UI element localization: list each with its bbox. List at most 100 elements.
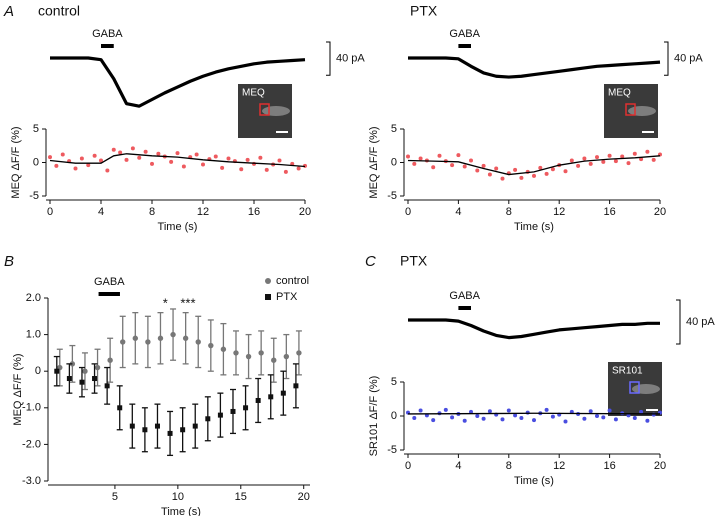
data-point <box>412 416 417 421</box>
data-point <box>105 168 110 173</box>
y-tick-label: 0 <box>35 365 41 377</box>
data-point <box>443 407 448 412</box>
y-tick-label: -2.0 <box>22 438 41 450</box>
data-point <box>86 163 91 168</box>
data-point <box>607 153 612 158</box>
data-point <box>132 335 139 341</box>
legend-marker <box>265 278 271 284</box>
fit-line <box>407 155 661 176</box>
x-tick-label: 12 <box>553 460 565 472</box>
x-tick-label: 8 <box>149 206 155 218</box>
scale-bar-label: 40 pA <box>336 53 365 65</box>
data-point <box>595 155 599 160</box>
data-point <box>170 331 176 338</box>
data-point <box>73 166 78 171</box>
data-point <box>220 346 227 352</box>
scale-bar <box>664 41 669 76</box>
x-axis-label: Time (s) <box>514 475 554 487</box>
scale-bar <box>326 41 331 76</box>
data-point <box>506 408 511 413</box>
data-point <box>156 151 161 156</box>
scale-bar-label: 40 pA <box>674 53 703 65</box>
x-tick-label: 8 <box>506 460 512 472</box>
current-trace <box>50 56 306 108</box>
data-point <box>462 418 467 423</box>
data-point <box>513 167 518 172</box>
scale-bar <box>676 299 681 345</box>
y-axis-label: SR101 ΔF/F (%) <box>368 376 380 457</box>
x-tick-label: 16 <box>603 206 615 218</box>
data-point <box>239 167 244 172</box>
data-point <box>79 156 84 161</box>
x-tick-label: 20 <box>654 460 666 472</box>
data-point <box>118 150 123 155</box>
data-point <box>475 168 480 173</box>
data-point <box>277 158 282 163</box>
data-point <box>258 350 264 356</box>
y-axis-label: MEQ ΔF/F (%) <box>368 126 380 198</box>
data-point <box>66 376 72 382</box>
data-point <box>220 165 225 170</box>
data-point <box>487 409 492 414</box>
scale-bar-label: 40 pA <box>686 316 715 328</box>
data-point <box>550 167 555 172</box>
inset-roi <box>259 103 270 116</box>
data-point <box>283 353 290 360</box>
inset-roi <box>625 103 636 116</box>
y-tick-label: 0 <box>391 410 397 422</box>
panel-label: A <box>3 3 14 20</box>
legend-label: control <box>276 275 309 287</box>
data-point <box>111 147 116 152</box>
significance-mark: * <box>163 295 168 310</box>
x-tick-label: 12 <box>553 206 565 218</box>
y-tick-label: -3.0 <box>22 475 41 487</box>
data-point <box>525 410 530 415</box>
data-point <box>233 350 239 356</box>
data-point <box>613 417 618 422</box>
data-point <box>296 350 302 356</box>
legend-marker <box>265 294 271 300</box>
x-tick-label: 0 <box>47 206 53 218</box>
data-point <box>142 427 148 433</box>
data-point <box>487 172 492 177</box>
data-point <box>54 368 60 374</box>
data-point <box>94 364 101 371</box>
data-point <box>293 383 299 389</box>
x-axis-label: Time (s) <box>161 506 201 516</box>
data-point <box>532 173 536 178</box>
data-point <box>79 379 85 385</box>
data-point <box>243 405 249 411</box>
data-point <box>563 419 568 424</box>
data-point <box>500 176 505 181</box>
stimulus-label: GABA <box>449 28 480 40</box>
stimulus-label: GABA <box>449 290 480 302</box>
inset-label: SR101 <box>612 366 643 377</box>
current-trace <box>408 318 660 340</box>
data-point <box>145 339 151 345</box>
data-point <box>481 163 486 168</box>
data-point <box>475 414 480 418</box>
data-point <box>639 409 644 414</box>
data-point <box>120 339 126 345</box>
data-point <box>157 335 164 341</box>
data-point <box>639 157 644 162</box>
data-point <box>217 412 223 418</box>
data-point <box>613 159 618 164</box>
x-tick-label: 16 <box>603 460 615 472</box>
data-point <box>418 156 423 161</box>
data-point <box>245 353 252 360</box>
data-point <box>437 153 442 158</box>
data-point <box>651 412 656 417</box>
y-tick-label: 1.0 <box>26 329 41 341</box>
data-point <box>563 169 568 174</box>
data-point <box>431 165 436 170</box>
data-point <box>180 427 186 433</box>
data-point <box>195 339 201 345</box>
data-point <box>271 357 277 363</box>
x-axis-label: Time (s) <box>158 221 198 233</box>
stimulus-label: GABA <box>94 276 125 288</box>
data-point <box>208 342 214 349</box>
data-point <box>48 155 52 160</box>
y-tick-label: -5 <box>387 444 397 456</box>
